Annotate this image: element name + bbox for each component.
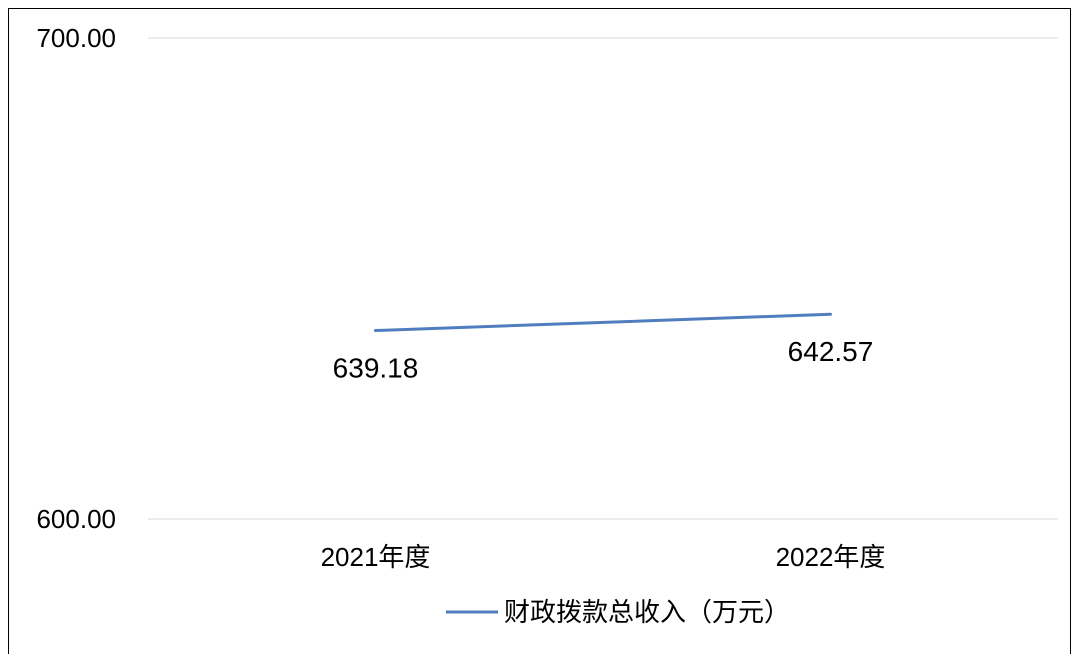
x-tick-label: 2021年度 [321, 542, 431, 572]
y-tick-label: 700.00 [36, 23, 116, 53]
y-tick-label: 600.00 [36, 504, 116, 534]
data-label: 642.57 [788, 336, 874, 367]
chart-frame [8, 8, 1071, 654]
x-axis-tick-labels: 2021年度 2022年度 [321, 542, 886, 572]
gridlines [148, 37, 1058, 520]
data-labels: 639.18 642.57 [333, 336, 874, 383]
data-label: 639.18 [333, 353, 419, 384]
x-tick-label: 2022年度 [776, 542, 886, 572]
series-line [374, 312, 832, 333]
series-layer [374, 312, 832, 333]
legend: 财政拨款总收入（万元） [446, 598, 790, 628]
y-axis-tick-labels: 700.00 600.00 [36, 23, 116, 534]
legend-label: 财政拨款总收入（万元） [504, 598, 790, 628]
